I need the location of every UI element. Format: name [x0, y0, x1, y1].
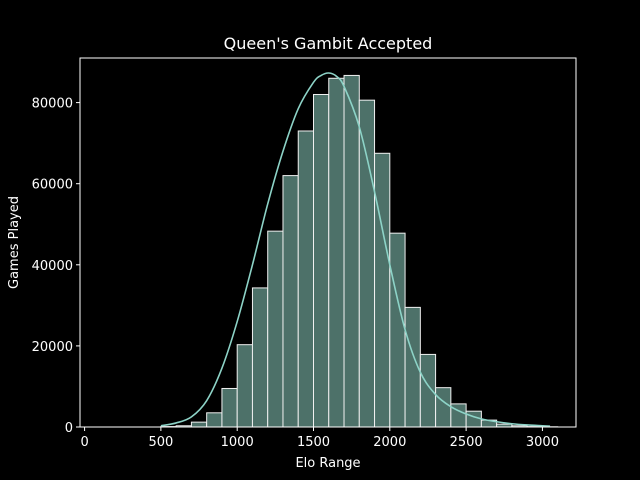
histogram-bar — [236, 344, 253, 428]
kde-curve — [160, 72, 551, 427]
y-tick-label: 40000 — [32, 259, 73, 274]
x-tick-label: 0 — [80, 435, 88, 450]
x-tick-label: 1500 — [297, 435, 330, 450]
histogram-bar — [297, 130, 315, 428]
x-tick-label: 1000 — [221, 435, 254, 450]
y-tick-label: 0 — [65, 421, 73, 436]
histogram-bar — [251, 287, 269, 428]
x-tick-label: 2000 — [373, 435, 406, 450]
y-axis-label: Games Played — [7, 196, 22, 289]
histogram-bar — [267, 230, 284, 428]
histogram-bar — [374, 152, 391, 428]
plot-frame — [79, 57, 577, 428]
x-axis-ticks: 0 500 1000 1500 2000 2500 3000 — [80, 427, 559, 450]
histogram-bar — [313, 93, 330, 428]
x-tick-label: 500 — [148, 435, 173, 450]
histogram-bar — [389, 232, 406, 428]
histogram-bar — [190, 421, 208, 428]
histogram-bar — [221, 387, 238, 428]
histogram-bar — [435, 387, 452, 428]
y-tick-label: 60000 — [32, 178, 73, 193]
y-axis-ticks: 0 20000 40000 60000 80000 — [32, 97, 80, 436]
x-axis-label: Elo Range — [295, 456, 360, 471]
y-tick-label: 20000 — [32, 340, 73, 355]
histogram-bar — [282, 175, 299, 428]
histogram-bar — [206, 412, 223, 428]
y-tick-label: 80000 — [32, 97, 73, 112]
x-tick-label: 3000 — [526, 435, 559, 450]
histogram-bar — [358, 99, 376, 428]
histogram-bar — [328, 77, 345, 428]
x-tick-label: 2500 — [450, 435, 483, 450]
histogram-bar — [343, 74, 360, 428]
chart-title: Queen's Gambit Accepted — [224, 34, 433, 53]
